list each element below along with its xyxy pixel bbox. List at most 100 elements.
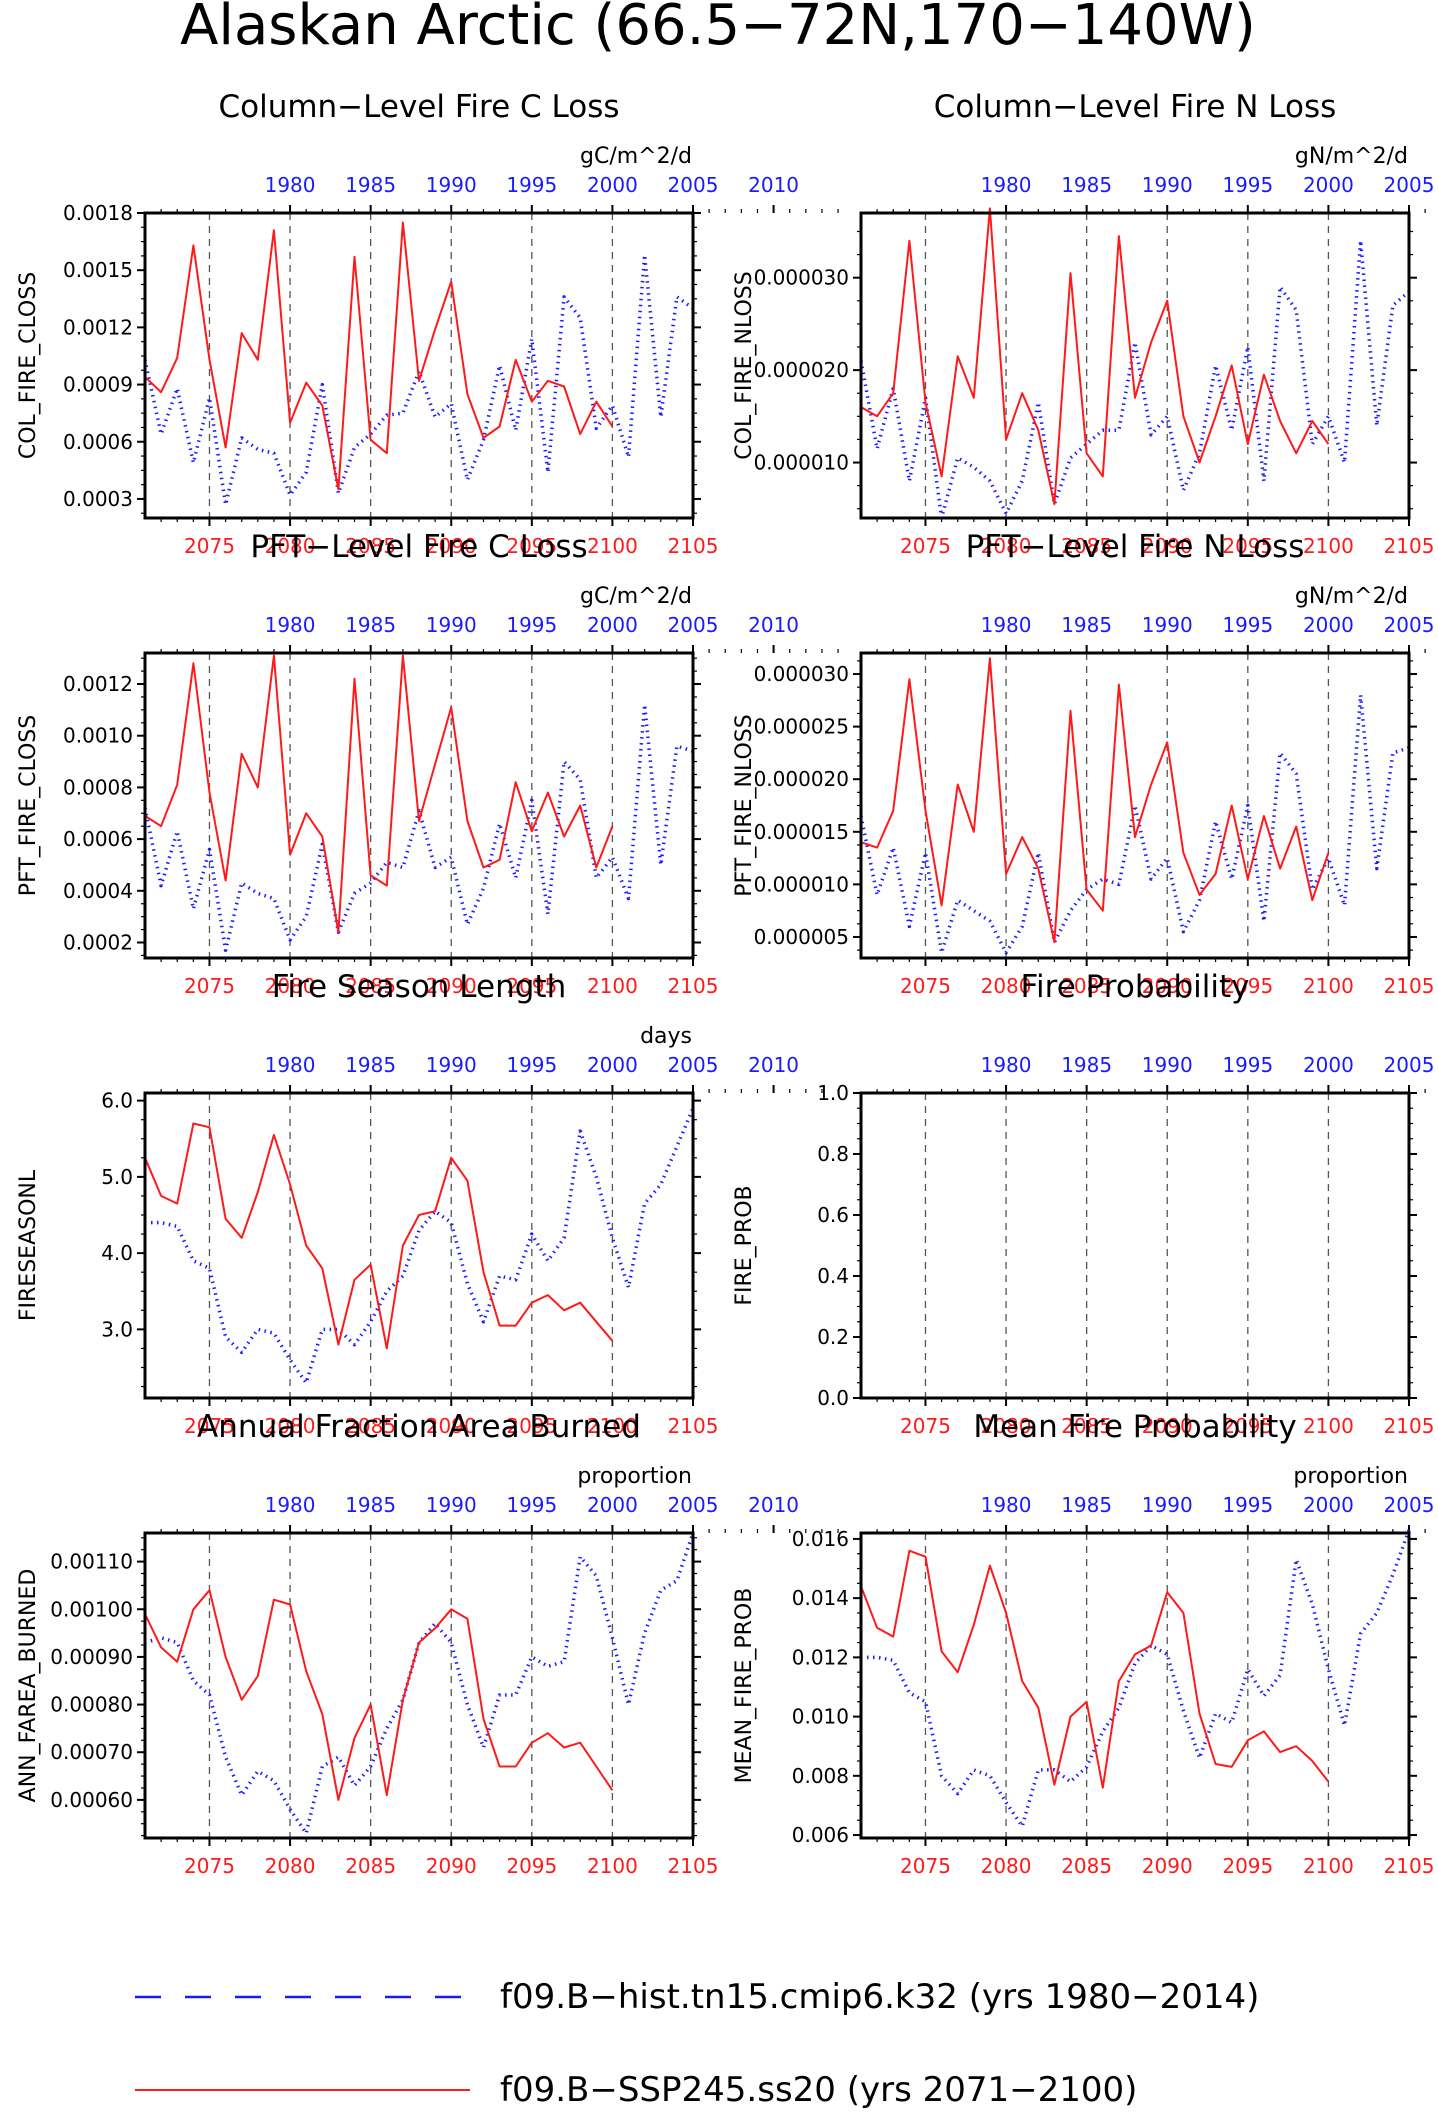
y-tick-label: 5.0 <box>101 1165 133 1189</box>
units-label: proportion <box>577 1464 692 1489</box>
bottom-tick-label: 2105 <box>668 1854 719 1878</box>
bottom-tick-label: 2090 <box>1142 1414 1193 1438</box>
y-tick-label: 0.000030 <box>754 662 849 686</box>
y-tick-label: 0.4 <box>817 1264 849 1288</box>
y-tick-label: 0.2 <box>817 1325 849 1349</box>
bottom-tick-label: 2085 <box>1061 1854 1112 1878</box>
top-tick-label: 1990 <box>426 613 477 637</box>
top-tick-label: 1995 <box>506 1493 557 1517</box>
top-tick-label: 2005 <box>1384 1493 1435 1517</box>
top-tick-label: 1985 <box>345 1493 396 1517</box>
series-hist-line <box>861 1529 1411 1828</box>
y-tick-label: 0.00110 <box>50 1550 133 1574</box>
chart-title: Column−Level Fire N Loss <box>934 89 1337 125</box>
top-tick-label: 1990 <box>1142 613 1193 637</box>
bottom-tick-label: 2085 <box>1061 974 1112 998</box>
y-tick-label: 0.0006 <box>63 827 133 851</box>
series-hist-line <box>145 1107 695 1385</box>
plot-frame <box>143 1531 695 1840</box>
top-tick-label: 1980 <box>981 173 1032 197</box>
top-tick-label: 1980 <box>265 173 316 197</box>
y-tick-label: 0.0012 <box>63 672 133 696</box>
series-future-line <box>144 1589 614 1801</box>
bottom-tick-label: 2100 <box>587 1414 638 1438</box>
bottom-tick-label: 2100 <box>1303 1854 1354 1878</box>
y-tick-label: 0.014 <box>792 1586 849 1610</box>
bottom-tick-label: 2090 <box>426 1854 477 1878</box>
top-tick-label: 1990 <box>426 1053 477 1077</box>
units-label: gN/m^2/d <box>1295 584 1408 609</box>
top-tick-label: 2010 <box>748 1493 799 1517</box>
y-tick-label: 0.6 <box>817 1203 849 1227</box>
chart-panel: Column−Level Fire C Loss gC/m^2/d 1980 1985… <box>16 89 839 558</box>
bottom-tick-label: 2080 <box>981 1854 1032 1878</box>
y-tick-label: 0.0015 <box>63 258 133 282</box>
bottom-tick-label: 2085 <box>1061 534 1112 558</box>
y-tick-label: 1.0 <box>817 1081 849 1105</box>
y-tick-label: 0.00090 <box>50 1645 133 1669</box>
top-tick-label: 2010 <box>748 1053 799 1077</box>
y-tick-label: 0.00070 <box>50 1740 133 1764</box>
series-future-line <box>144 221 614 491</box>
y-tick-label: 0.000020 <box>754 358 849 382</box>
top-tick-label: 1980 <box>981 613 1032 637</box>
top-tick-label: 2000 <box>587 613 638 637</box>
y-axis-label: COL_FIRE_NLOSS <box>732 271 757 459</box>
bottom-tick-label: 2095 <box>1222 1414 1273 1438</box>
top-tick-label: 1985 <box>1061 173 1112 197</box>
bottom-tick-label: 2095 <box>1222 534 1273 558</box>
bottom-tick-label: 2105 <box>1384 974 1435 998</box>
y-tick-label: 0.0006 <box>63 430 133 454</box>
top-tick-label: 1985 <box>1061 1493 1112 1517</box>
panels: Column−Level Fire C Loss gC/m^2/d 1980 1985… <box>16 89 1435 1878</box>
series-future-line <box>144 1122 614 1350</box>
y-tick-label: 0.0004 <box>63 879 133 903</box>
top-tick-label: 1980 <box>265 1053 316 1077</box>
top-tick-label: 2005 <box>668 613 719 637</box>
y-tick-label: 0.00060 <box>50 1788 133 1812</box>
top-tick-label: 1990 <box>426 1493 477 1517</box>
page-title: Alaskan Arctic (66.5−72N,170−140W) <box>180 0 1256 58</box>
series-hist-line <box>859 693 1410 955</box>
chart-panel: Annual Fraction Area Burned proportion 198… <box>16 1409 839 1878</box>
bottom-tick-label: 2095 <box>1222 974 1273 998</box>
y-tick-label: 0.0009 <box>63 373 133 397</box>
bottom-tick-label: 2090 <box>426 1414 477 1438</box>
bottom-tick-label: 2080 <box>265 1854 316 1878</box>
bottom-tick-label: 2105 <box>1384 534 1435 558</box>
y-axis-label: ANN_FAREA_BURNED <box>16 1569 41 1803</box>
y-tick-label: 0.006 <box>792 1823 849 1847</box>
chart-title: PFT−Level Fire C Loss <box>250 529 587 565</box>
y-tick-label: 0.0003 <box>63 487 133 511</box>
top-tick-label: 1985 <box>1061 1053 1112 1077</box>
top-tick-label: 2005 <box>668 1053 719 1077</box>
bottom-tick-label: 2075 <box>900 534 951 558</box>
bottom-tick-label: 2100 <box>587 974 638 998</box>
series-hist-line <box>143 702 694 952</box>
y-tick-label: 0.000010 <box>754 451 849 475</box>
top-tick-label: 1995 <box>1222 1053 1273 1077</box>
bottom-tick-label: 2095 <box>506 1414 557 1438</box>
y-tick-label: 0.0012 <box>63 315 133 339</box>
plot-frame <box>143 211 695 520</box>
units-label: days <box>640 1024 692 1049</box>
bottom-tick-label: 2075 <box>900 974 951 998</box>
bottom-tick-label: 2100 <box>587 1854 638 1878</box>
bottom-tick-label: 2095 <box>1222 1854 1273 1878</box>
units-label: gC/m^2/d <box>580 584 692 609</box>
series-future-line <box>860 657 1330 944</box>
units-label: gC/m^2/d <box>580 144 692 169</box>
top-tick-label: 1980 <box>981 1053 1032 1077</box>
plot-frame <box>859 211 1411 520</box>
chart-panel: Fire Probability 1980 1985 1990 1995 2000 2005… <box>732 969 1434 1438</box>
bottom-tick-label: 2075 <box>184 534 235 558</box>
y-tick-label: 0.0008 <box>63 775 133 799</box>
chart-panel: Column−Level Fire N Loss gN/m^2/d 1980 1985… <box>732 89 1435 558</box>
top-tick-label: 1995 <box>1222 173 1273 197</box>
top-tick-label: 1985 <box>1061 613 1112 637</box>
bottom-tick-label: 2075 <box>900 1414 951 1438</box>
chart-title: Mean Fire Probability <box>973 1409 1296 1445</box>
top-tick-label: 1995 <box>1222 1493 1273 1517</box>
top-tick-label: 1990 <box>1142 173 1193 197</box>
top-tick-label: 2010 <box>748 173 799 197</box>
